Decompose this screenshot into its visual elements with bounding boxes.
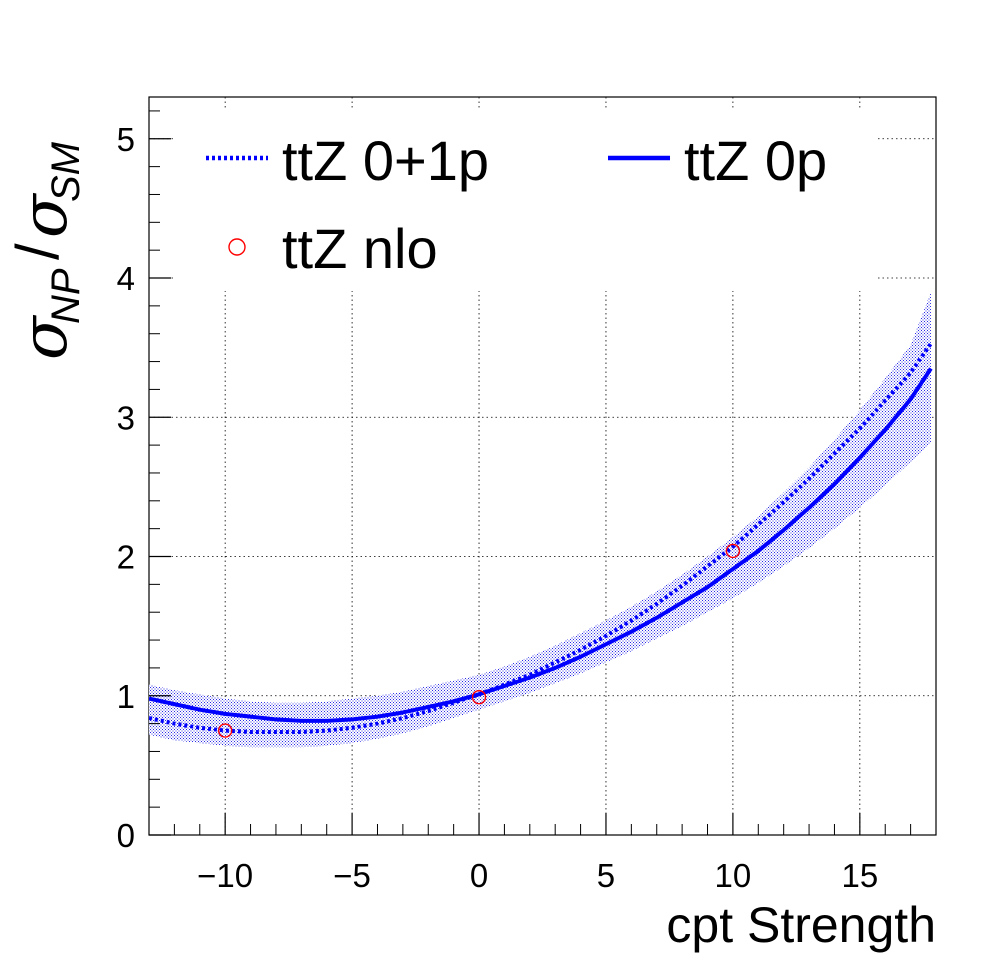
x-tick-label-2: 0	[470, 857, 488, 894]
y-axis-label: σ NP / σ SM	[4, 141, 88, 360]
y-tick-label-5: 5	[117, 121, 135, 158]
nlo-points	[217, 543, 741, 738]
y-tick-label-1: 1	[117, 678, 135, 715]
legend-label-nlo: ttZ nlo	[282, 217, 438, 280]
legend-background	[176, 108, 876, 291]
x-axis-label: cpt Strength	[666, 897, 936, 953]
nlo-point-2	[725, 543, 741, 559]
axes: −10 −5 0 5 10 15 0 1 2 3 4 5	[117, 110, 937, 894]
x-tick-label-4: 10	[715, 857, 752, 894]
x-tick-label-1: −5	[333, 857, 371, 894]
legend-label-0p1p: ttZ 0+1p	[282, 129, 489, 192]
uncertainty-band	[149, 291, 931, 748]
y-label-sigma-np: σ	[8, 314, 82, 360]
series-line-0p	[149, 367, 933, 723]
y-tick-label-4: 4	[117, 260, 135, 297]
legend-label-0p: ttZ 0p	[684, 129, 827, 192]
y-label-sub-np: NP	[44, 268, 88, 324]
x-tick-label-5: 15	[841, 857, 878, 894]
y-label-sigma-sm: σ	[8, 192, 82, 238]
band-area	[149, 291, 931, 748]
y-tick-label-3: 3	[117, 399, 135, 436]
series-lines	[149, 342, 933, 734]
series-line-0p1p	[149, 342, 933, 734]
y-tick-label-0: 0	[117, 817, 135, 854]
legend-marker-nlo	[228, 238, 246, 256]
x-tick-label-0: −10	[197, 857, 253, 894]
y-tick-label-2: 2	[117, 539, 135, 576]
x-tick-label-3: 5	[597, 857, 615, 894]
y-label-slash: /	[4, 243, 71, 260]
legend: ttZ 0+1p ttZ 0p ttZ nlo	[176, 108, 876, 291]
nlo-point-0	[217, 723, 233, 738]
nlo-point-1	[471, 689, 487, 705]
y-label-sub-sm: SM	[44, 141, 88, 202]
